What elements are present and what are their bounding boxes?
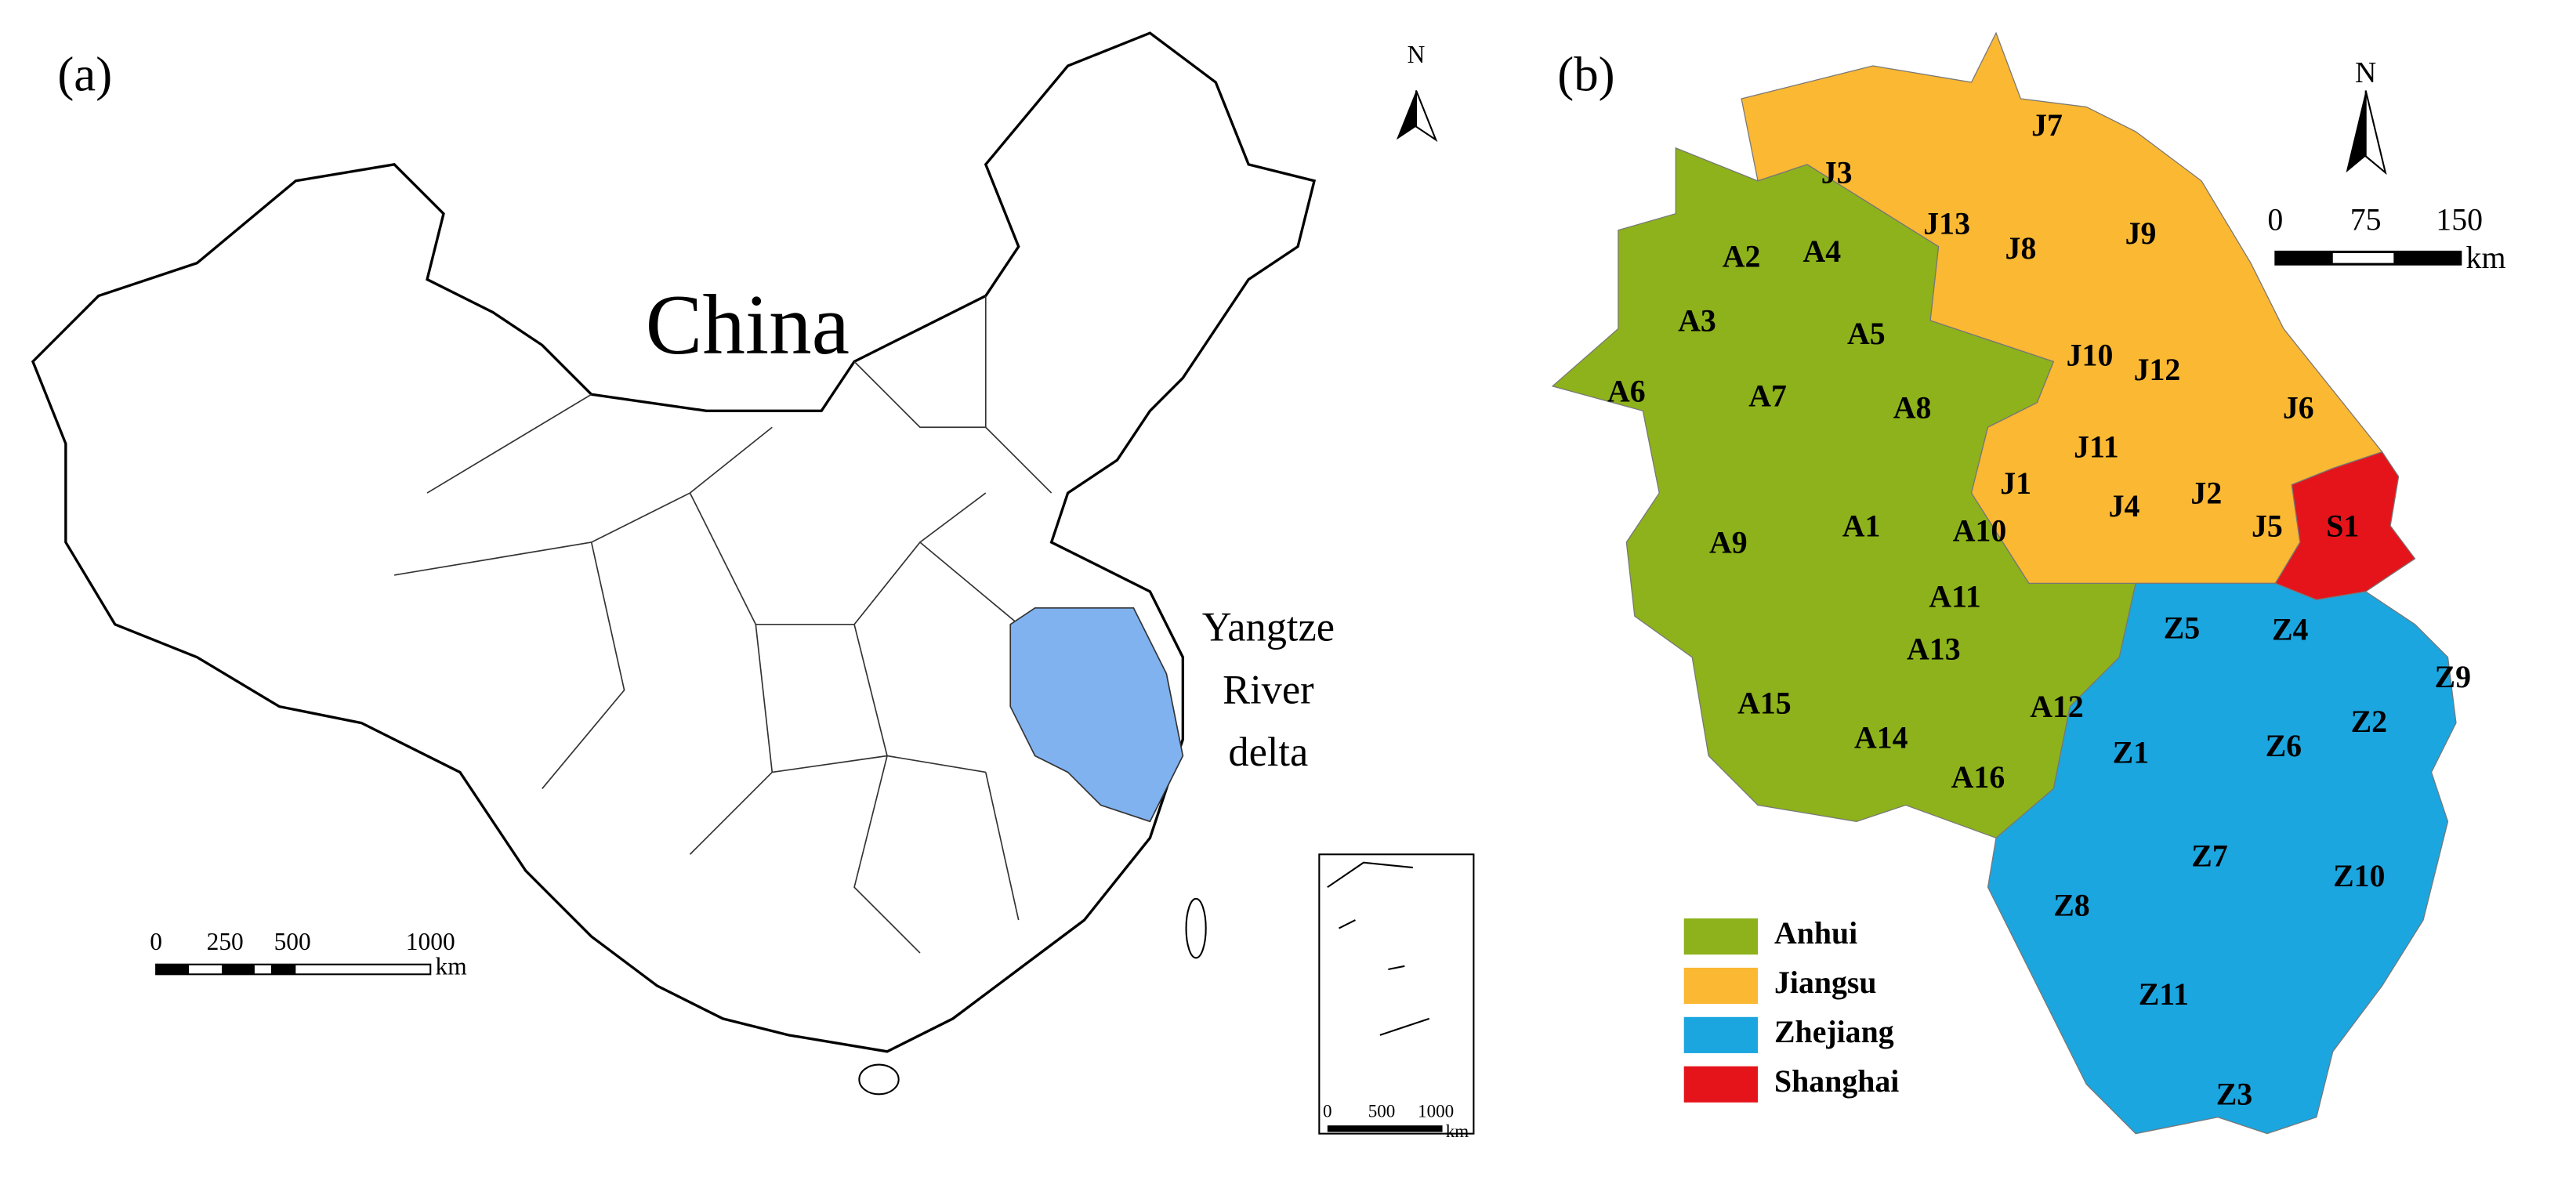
scale-unit: km [436, 952, 467, 980]
region-label: A3 [1678, 303, 1716, 338]
region-label: A9 [1709, 525, 1748, 560]
region-label: J3 [1821, 156, 1853, 190]
scale-label: 0 [1323, 1101, 1332, 1121]
region-label: A8 [1893, 390, 1932, 425]
region-label: A12 [2030, 690, 2084, 724]
region-label: A2 [1723, 240, 1761, 274]
province-area [1987, 582, 2457, 1135]
region-label: Z6 [2266, 729, 2302, 763]
region-label: Z3 [2216, 1078, 2252, 1112]
region-label: Z4 [2272, 612, 2309, 647]
region-label: Z9 [2435, 660, 2471, 694]
north-arrow: N [1396, 41, 1438, 143]
region-label: J5 [2252, 509, 2283, 543]
region-label: A7 [1748, 379, 1787, 414]
legend-swatch [1683, 967, 1759, 1005]
scale-bar: 0 75 150 km [2267, 203, 2505, 275]
province-borders [393, 295, 1053, 954]
scale-bar: 0 250 500 1000 km [150, 928, 466, 980]
province-area [2274, 451, 2416, 600]
region-label: J7 [2031, 108, 2063, 143]
region-label: J1 [2000, 466, 2031, 501]
legend-swatch [1683, 1016, 1759, 1053]
region-label: J2 [2190, 476, 2222, 510]
region-label: J13 [1923, 207, 1970, 241]
region-label: Z11 [2139, 977, 2189, 1012]
region-label: A10 [1953, 514, 2007, 549]
scale-unit: km [2466, 241, 2506, 275]
legend-swatch [1683, 1066, 1759, 1103]
legend-swatch [1683, 918, 1759, 955]
panel-label: (a) [57, 46, 112, 101]
scale-label: 75 [2350, 203, 2382, 237]
taiwan [1185, 897, 1207, 959]
scale-label: 500 [274, 928, 311, 955]
region-label: A15 [1737, 686, 1792, 721]
country-name: China [646, 277, 850, 372]
region-label: Z2 [2351, 704, 2387, 739]
annotation-line: River [1223, 667, 1313, 712]
north-label: N [1408, 41, 1426, 68]
region-label: J8 [2005, 231, 2037, 266]
region-label: A1 [1842, 509, 1881, 543]
region-label: S1 [2326, 509, 2359, 543]
hainan [858, 1063, 900, 1096]
north-label: N [2355, 56, 2376, 89]
region-label: A16 [1951, 760, 2005, 795]
legend-label: Jiangsu [1774, 965, 1877, 1000]
region-label: J12 [2134, 353, 2181, 387]
yrd-region [1009, 607, 1184, 823]
china-outline [31, 31, 1317, 1053]
scale-label: 150 [2436, 203, 2483, 237]
scale-label: 1000 [1418, 1101, 1454, 1121]
region-label: J9 [2125, 216, 2157, 251]
region-label: J4 [2109, 489, 2140, 523]
legend-label: Anhui [1774, 916, 1857, 951]
region-label: Z10 [2333, 859, 2385, 893]
annotation-line: delta [1228, 730, 1308, 775]
scale-label: 0 [2267, 203, 2283, 237]
region-label: J11 [2074, 430, 2119, 465]
legend: Anhui Jiangsu Zhejiang Shanghai [1683, 916, 1899, 1103]
north-arrow: N [2346, 56, 2387, 176]
region-label: J6 [2283, 390, 2314, 425]
scale-label: 0 [150, 928, 162, 955]
scale-label: 1000 [406, 928, 455, 955]
region-label: Z8 [2053, 889, 2089, 923]
region-label: A6 [1607, 374, 1646, 408]
region-label: A11 [1929, 579, 1980, 614]
region-label: A5 [1847, 317, 1886, 351]
scale-unit: km [1446, 1121, 1469, 1141]
region-label: Z5 [2164, 610, 2200, 645]
legend-label: Shanghai [1774, 1064, 1899, 1099]
inset-map: 0 500 1000 km [1318, 853, 1475, 1141]
scale-label: 500 [1368, 1101, 1396, 1121]
region-label: Z7 [2191, 839, 2227, 874]
region-label: J10 [2067, 338, 2114, 372]
region-label: A13 [1907, 632, 1961, 667]
region-label: A4 [1802, 234, 1841, 269]
annotation-line: Yangtze [1202, 605, 1335, 650]
legend-label: Zhejiang [1774, 1015, 1894, 1049]
panel-label: (b) [1557, 46, 1614, 101]
region-label: Z1 [2113, 736, 2149, 770]
region-label: A14 [1854, 721, 1908, 755]
scale-label: 250 [207, 928, 244, 955]
